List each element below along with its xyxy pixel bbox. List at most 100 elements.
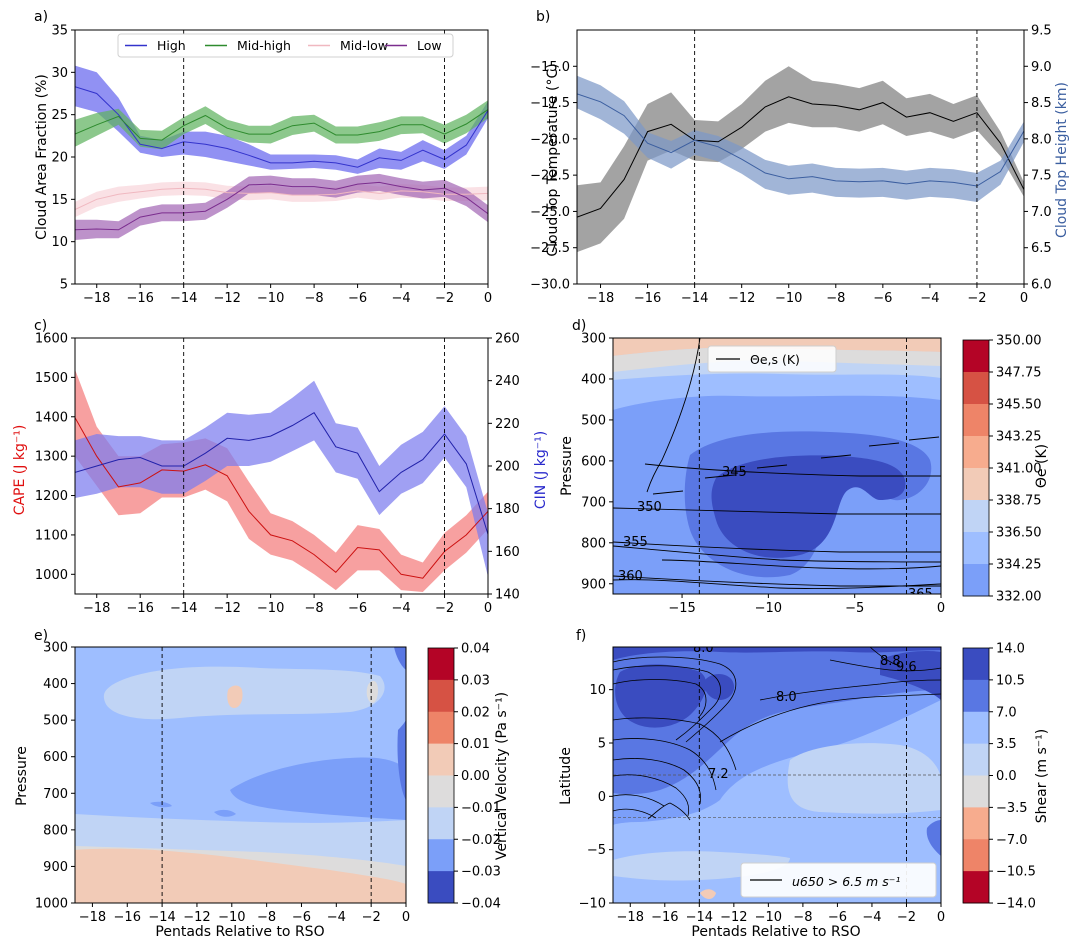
b-xtick-label: −14 [681, 291, 708, 306]
panel-e: e) −18 −16 −14 −12 −10 −8 −6 −4 −2 0 300 400 500 600… [14, 628, 510, 940]
e-ytick-label: 500 [43, 714, 68, 729]
panel-a-ylabel: Cloud Area Fraction (%) [34, 74, 50, 240]
f-xtick-label: −10 [755, 910, 782, 925]
b-ytick-right-label: 9.5 [1031, 24, 1052, 39]
panel-f-frame [612, 646, 942, 904]
panel-f-xlabel: Pentads Relative to RSO [691, 924, 860, 940]
b-ytick-right-label: 8.0 [1031, 132, 1052, 147]
a-xtick-label: 0 [484, 291, 492, 306]
d-contour-label: 355 [623, 535, 648, 550]
e-xtick-label: −16 [114, 910, 141, 925]
b-line-1 [577, 93, 1024, 187]
f-contour-line [613, 794, 665, 807]
panel-d-label: d) [572, 318, 586, 334]
b-ytick-right-label: 6.0 [1031, 278, 1052, 293]
e-ytick-label: 1000 [35, 897, 68, 912]
d-xtick-label: −5 [845, 601, 864, 616]
panel-f-colorbar-label: Shear (m s⁻¹) [1034, 729, 1050, 823]
f-contour-line [613, 808, 657, 819]
panel-a-legend: High Mid-high Mid-low Low [117, 33, 454, 58]
d-colorbar-cell [963, 500, 989, 533]
f-colorbar-cell [963, 775, 989, 808]
f-contour-line [613, 679, 707, 719]
a-xtick-label: −4 [391, 291, 410, 306]
d-contour-line [661, 559, 941, 570]
legend-entry: Mid-low [340, 38, 388, 53]
c-xtick-label: −18 [83, 601, 110, 616]
b-xtick-label: −16 [634, 291, 661, 306]
b-xtick-label: −2 [967, 291, 986, 306]
d-contour-label: 365 [908, 587, 933, 602]
panel-b-ylabel-right: Cloud Top Height (km) [1054, 82, 1070, 238]
f-contour-line [613, 738, 717, 791]
c-xtick-label: 0 [484, 601, 492, 616]
b-xtick-label: −10 [775, 291, 802, 306]
b-xtick-label: −12 [728, 291, 755, 306]
b-xtick-label: −8 [826, 291, 845, 306]
b-band-1 [577, 75, 1024, 202]
legend-entry: Low [417, 38, 442, 53]
c-ytick-right-label: 260 [495, 332, 520, 347]
b-ytick-label: −25.0 [530, 205, 570, 220]
c-xtick-label: −10 [257, 601, 284, 616]
e-colorbar-tick-label: −0.02 [461, 833, 501, 848]
c-xtick-label: −2 [435, 601, 454, 616]
panel-f-label: f) [576, 628, 586, 644]
e-colorbar-tick-label: −0.03 [461, 865, 501, 880]
e-xtick-label: −14 [148, 910, 175, 925]
f-colorbar-tick-label: 0.0 [996, 769, 1017, 784]
panel-f: f) 8.0 7.2 8.89.6 8.0 u650 > 6.5 m s⁻¹ −18 −1… [558, 628, 1050, 940]
f-colorbar-cell [963, 679, 989, 713]
a-ytick-label: 15 [51, 193, 68, 208]
a-xtick-label: −16 [126, 291, 153, 306]
b-xtick-label: −4 [920, 291, 939, 306]
e-ytick-label: 700 [43, 787, 68, 802]
d-colorbar-cell [963, 340, 989, 373]
b-ytick-label: −30.0 [530, 278, 570, 293]
f-colorbar-tick-label: 10.5 [996, 673, 1025, 688]
a-ytick-label: 35 [51, 24, 68, 39]
f-xtick-label: −14 [686, 910, 713, 925]
panel-e-xlabel: Pentads Relative to RSO [155, 924, 324, 940]
e-xtick-label: −18 [79, 910, 106, 925]
panel-e-ylabel: Pressure [14, 746, 30, 806]
d-contour-line [652, 490, 684, 495]
d-colorbar-tick-label: 332.00 [996, 590, 1042, 605]
e-colorbar-tick-label: 0.04 [461, 642, 490, 657]
f-contour-line [829, 659, 941, 672]
b-ytick-label: −15.0 [530, 60, 570, 75]
d-contour-line [756, 464, 788, 469]
d-ytick-label: 300 [581, 332, 606, 347]
c-xtick-label: −6 [348, 601, 367, 616]
d-contour-line [613, 575, 941, 587]
d-ytick-label: 800 [581, 536, 606, 551]
panel-c-label: c) [34, 318, 47, 334]
b-line-0 [577, 96, 1024, 218]
f-ytick-label: −5 [587, 843, 606, 858]
f-contour-label: 8.0 [693, 641, 714, 656]
b-ytick-right-label: 9.0 [1031, 60, 1052, 75]
e-colorbar-tick-label: −0.04 [461, 897, 501, 912]
a-band-1 [75, 100, 488, 150]
panel-b-ylabel: Cloud Top Temperature (°C) [545, 63, 561, 256]
e-xtick-label: −10 [218, 910, 245, 925]
f-contour-label: 8.0 [776, 690, 797, 705]
e-colorbar-tick-label: 0.02 [461, 705, 490, 720]
b-ytick-label: −27.5 [530, 241, 570, 256]
e-xtick-label: 0 [402, 910, 410, 925]
legend-entry: Mid-high [237, 38, 291, 53]
d-colorbar-tick-label: 343.25 [996, 430, 1042, 445]
e-xtick-label: −4 [327, 910, 346, 925]
f-ytick-label: 0 [598, 790, 606, 805]
d-contour-line [646, 338, 701, 493]
c-ytick-label: 1100 [35, 528, 68, 543]
d-colorbar-tick-label: 345.50 [996, 398, 1042, 413]
e-colorbar-tick-label: 0.03 [461, 673, 490, 688]
b-ytick-right-label: 7.0 [1031, 205, 1052, 220]
e-colorbar-tick-label: 0.00 [461, 769, 490, 784]
panel-c-ylabel: CAPE (J kg⁻¹) [12, 425, 28, 516]
d-contour-line [820, 454, 852, 459]
c-band-0 [75, 369, 488, 592]
d-colorbar-cell [963, 532, 989, 565]
d-xtick-label: −10 [755, 601, 782, 616]
